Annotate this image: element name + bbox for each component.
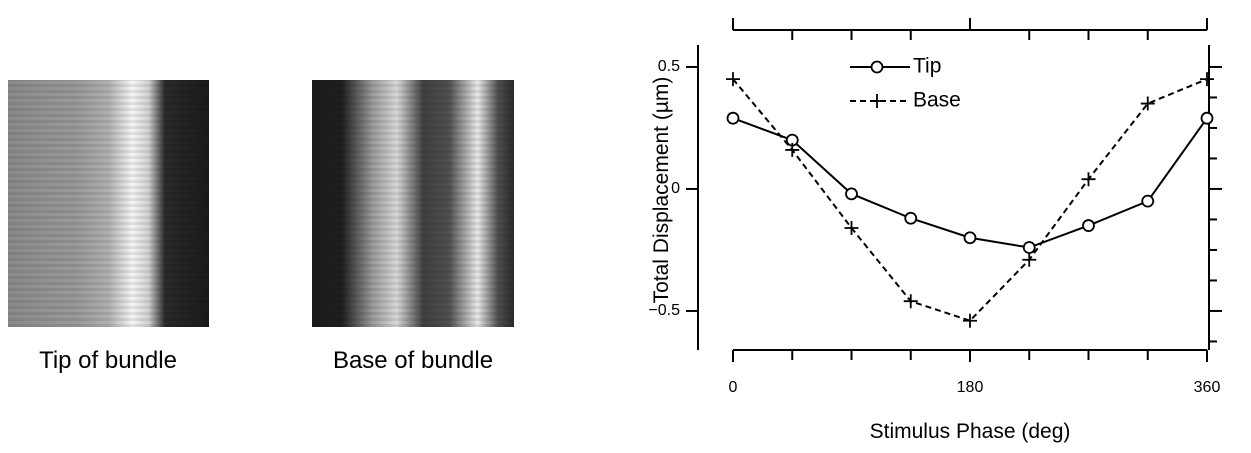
- y-axis-label: Total Displacement (µm): [650, 77, 673, 304]
- marker: [1022, 252, 1037, 267]
- marker: [870, 60, 884, 74]
- marker: [845, 187, 858, 201]
- marker: [963, 231, 977, 245]
- y-tick-label: 0.5: [658, 58, 680, 75]
- image-caption: Base of bundle: [333, 347, 493, 374]
- marker: [1141, 194, 1155, 208]
- marker: [726, 111, 740, 125]
- base-image: [312, 80, 514, 327]
- marker: [785, 142, 800, 157]
- y-tick-label: −0.5: [648, 302, 680, 319]
- x-tick-label: 360: [1194, 379, 1221, 396]
- marker: [726, 72, 740, 87]
- series-line: [732, 117, 1208, 249]
- marker: [1140, 96, 1155, 111]
- marker: [1082, 219, 1095, 232]
- image-caption: Tip of bundle: [39, 347, 177, 374]
- tip-image: [8, 80, 209, 327]
- x-tick-label: 180: [957, 379, 984, 396]
- marker: [1022, 241, 1036, 254]
- marker: [1200, 72, 1214, 87]
- x-tick-label: 0: [729, 379, 738, 396]
- marker: [903, 294, 918, 309]
- marker: [1200, 111, 1214, 125]
- marker: [844, 221, 859, 235]
- legend-label: Base: [913, 89, 961, 112]
- marker: [1081, 172, 1096, 187]
- marker: [870, 94, 884, 108]
- marker: [904, 211, 918, 225]
- marker: [963, 313, 977, 328]
- x-axis-label: Stimulus Phase (deg): [870, 420, 1071, 443]
- y-tick-label: 0: [671, 180, 680, 197]
- legend-label: Tip: [913, 55, 941, 78]
- series-line: [732, 78, 1208, 322]
